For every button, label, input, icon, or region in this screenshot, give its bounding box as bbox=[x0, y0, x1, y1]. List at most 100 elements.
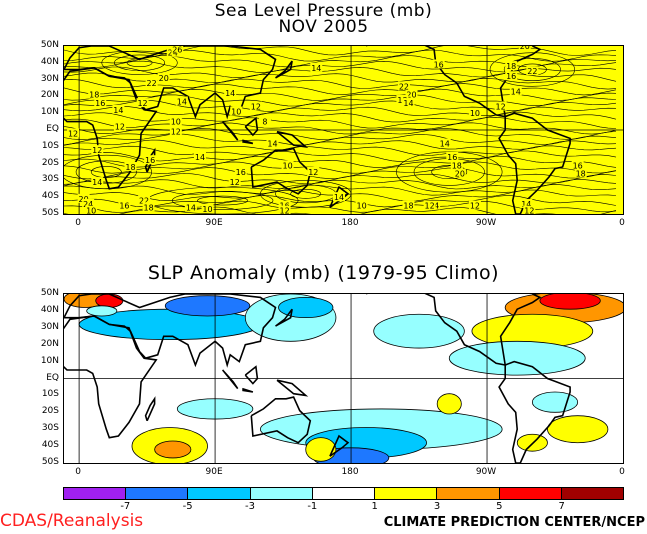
slp-isobar bbox=[64, 179, 617, 190]
slp-isobar bbox=[64, 173, 617, 185]
slp-label-bg bbox=[446, 151, 459, 161]
slp-label-bg bbox=[423, 200, 436, 210]
slp-contour-label: 18 bbox=[506, 62, 516, 71]
slp-contour-label: 14 bbox=[186, 203, 196, 212]
slp-coastline bbox=[275, 60, 293, 79]
slp-label-bg bbox=[307, 167, 320, 176]
slp-contour-label: 14 bbox=[440, 139, 450, 148]
slp-label-bg bbox=[518, 46, 531, 50]
slp-map-panel: 2426222018161412121216181420241016221814… bbox=[63, 45, 624, 215]
anomaly-filled-map bbox=[64, 294, 623, 463]
slp-label-bg bbox=[438, 138, 451, 148]
slp-lon-tick: 90E bbox=[205, 218, 223, 228]
colorbar-swatch bbox=[188, 488, 251, 499]
slp-contour-label: 12 bbox=[251, 102, 261, 111]
slp-contour-label: 14 bbox=[403, 99, 413, 108]
slp-contour-label: 16 bbox=[236, 168, 246, 177]
slp-contour-label: 16 bbox=[434, 60, 444, 69]
anomaly-coastline bbox=[275, 308, 293, 327]
slp-label-bg bbox=[67, 128, 80, 138]
slp-label-bg bbox=[509, 86, 522, 96]
anomaly-region bbox=[448, 340, 586, 376]
colorbar-swatch bbox=[250, 488, 313, 499]
slp-contour-label: 16 bbox=[447, 153, 457, 162]
slp-lat-tick: 20N bbox=[40, 90, 59, 101]
slp-lat-tick: 30N bbox=[40, 73, 59, 84]
slp-contour-label: 14 bbox=[113, 106, 123, 115]
slp-isobar bbox=[64, 111, 617, 123]
slp-label-bg bbox=[494, 101, 507, 111]
slp-lat-tick: 40N bbox=[40, 56, 59, 67]
slp-label-bg bbox=[94, 98, 107, 108]
anomaly-region bbox=[305, 437, 337, 462]
slp-contour-label: 14 bbox=[195, 153, 205, 162]
slp-closed-isobar bbox=[431, 164, 468, 180]
colorbar-tick-label: -3 bbox=[245, 501, 255, 512]
slp-contour-label: 18 bbox=[125, 163, 135, 172]
slp-label-bg bbox=[193, 151, 206, 161]
slp-label-bg bbox=[505, 61, 518, 71]
anomaly-region bbox=[154, 440, 192, 459]
anomaly-lon-tick: 0 bbox=[619, 467, 625, 477]
slp-lon-tick: 180 bbox=[341, 218, 359, 228]
slp-closed-isobar bbox=[197, 195, 249, 206]
slp-label-bg bbox=[230, 106, 243, 116]
anomaly-lat-tick: 40N bbox=[40, 304, 59, 315]
anomaly-region bbox=[86, 305, 118, 317]
slp-label-bg bbox=[520, 198, 533, 208]
slp-contour-label: 18 bbox=[576, 170, 586, 179]
anomaly-lat-tick: 20N bbox=[40, 338, 59, 349]
slp-contour-label: 12 bbox=[92, 146, 102, 155]
slp-contour-label: 14 bbox=[334, 193, 344, 202]
slp-contour-label: 12 bbox=[279, 207, 289, 214]
colorbar-swatch bbox=[312, 488, 376, 499]
colorbar-swatch bbox=[499, 488, 562, 499]
anomaly-lat-tick: 50S bbox=[41, 457, 59, 467]
anomaly-coastline bbox=[242, 387, 254, 393]
colorbar-swatch bbox=[126, 488, 189, 499]
slp-label-bg bbox=[396, 94, 409, 104]
slp-label-bg bbox=[571, 160, 584, 170]
slp-label-bg bbox=[112, 104, 125, 114]
slp-label-bg bbox=[355, 200, 368, 210]
anomaly-coastline bbox=[144, 396, 156, 422]
colorbar-swatch bbox=[64, 488, 127, 499]
slp-contour-label: 24 bbox=[83, 200, 93, 209]
slp-contour-label: 12 bbox=[137, 99, 147, 108]
slp-isobar bbox=[64, 100, 617, 112]
slp-label-bg bbox=[184, 202, 197, 212]
slp-contour-label: 12 bbox=[425, 202, 435, 211]
anomaly-coastline bbox=[244, 365, 259, 385]
slp-label-bg bbox=[468, 108, 481, 118]
slp-label-bg bbox=[405, 89, 418, 99]
slp-lat-tick: 50N bbox=[40, 40, 59, 50]
anomaly-lon-tick: 180 bbox=[341, 467, 359, 477]
slp-isobar bbox=[64, 139, 617, 151]
slp-contour-label: 22 bbox=[527, 67, 537, 76]
slp-contour-label: 12 bbox=[308, 168, 318, 177]
slp-label-bg bbox=[266, 138, 279, 148]
slp-contour-label: 12 bbox=[115, 123, 125, 132]
slp-contour-label: 16 bbox=[573, 161, 583, 170]
slp-label-bg bbox=[453, 168, 466, 178]
anomaly-lat-tick: 10S bbox=[41, 389, 59, 400]
slp-closed-isobar bbox=[396, 151, 503, 193]
slp-label-bg bbox=[505, 71, 518, 81]
anomaly-lat-tick: 20S bbox=[41, 406, 59, 417]
slp-contour-label: 22 bbox=[147, 79, 157, 88]
slp-isobar bbox=[64, 133, 617, 146]
slp-contour-label: 12 bbox=[230, 178, 240, 187]
slp-coastline bbox=[366, 46, 542, 118]
slp-isobar bbox=[64, 116, 617, 129]
slp-contour-label: 12 bbox=[470, 202, 480, 211]
slp-closed-isobar bbox=[90, 166, 122, 178]
slp-contour-label: 20 bbox=[406, 91, 416, 100]
chart-subtitle-date: NOV 2005 bbox=[278, 17, 369, 37]
slp-label-bg bbox=[432, 59, 445, 69]
slp-isobar bbox=[64, 55, 617, 68]
slp-label-bg bbox=[402, 98, 415, 108]
slp-label-bg bbox=[145, 77, 158, 87]
anomaly-lat-tick: EQ bbox=[46, 372, 59, 383]
colorbar-tick-label: 1 bbox=[371, 501, 378, 512]
anomaly-map-panel bbox=[63, 293, 624, 464]
